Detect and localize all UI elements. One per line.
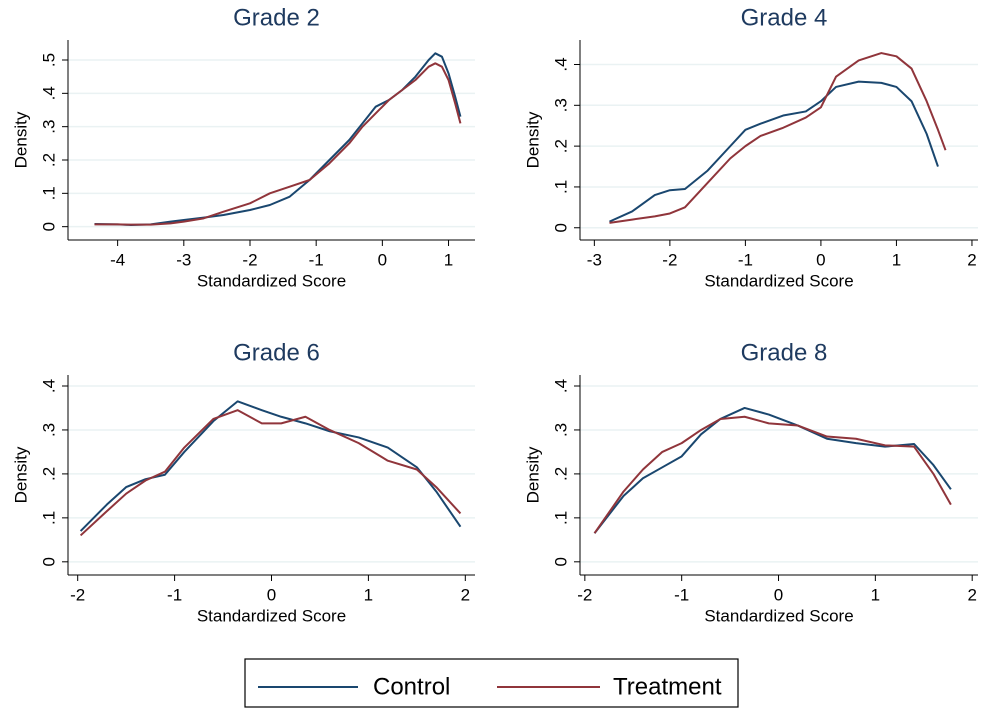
y-axis-label: Density <box>523 446 542 503</box>
x-tick-label: -2 <box>70 585 85 604</box>
x-tick-label: 0 <box>774 585 783 604</box>
x-tick-label: 0 <box>816 250 825 269</box>
x-axis-label: Standardized Score <box>197 606 346 625</box>
y-tick-label: .2 <box>39 153 58 167</box>
y-tick-label: 0 <box>39 557 58 566</box>
x-axis-label: Standardized Score <box>704 606 853 625</box>
title: Grade 4 <box>741 4 828 31</box>
y-tick-label: .3 <box>39 423 58 437</box>
y-tick-label: .1 <box>551 180 570 194</box>
density-line <box>609 52 947 224</box>
y-tick-label: .1 <box>39 511 58 525</box>
legend-box <box>244 658 739 708</box>
x-tick-label: -2 <box>662 250 677 269</box>
density-line <box>79 400 462 532</box>
x-tick-label: -2 <box>577 585 592 604</box>
y-tick-label: .3 <box>551 423 570 437</box>
x-tick-label: 2 <box>967 585 976 604</box>
density-line <box>94 52 462 226</box>
x-tick-label: -1 <box>167 585 182 604</box>
x-axis-label: Standardized Score <box>704 271 853 290</box>
y-axis-label: Density <box>11 111 30 168</box>
x-tick-label: -2 <box>242 250 257 269</box>
legend-label: Treatment <box>613 673 722 700</box>
y-tick-label: .4 <box>39 86 58 100</box>
x-tick-label: 2 <box>967 250 976 269</box>
x-tick-label: -1 <box>309 250 324 269</box>
y-tick-label: .3 <box>551 98 570 112</box>
x-tick-label: 2 <box>461 585 470 604</box>
x-tick-label: 0 <box>267 585 276 604</box>
x-tick-label: 0 <box>378 250 387 269</box>
y-tick-label: .4 <box>39 379 58 393</box>
x-axis-label: Standardized Score <box>197 271 346 290</box>
y-tick-label: 0 <box>39 222 58 231</box>
y-tick-label: .4 <box>551 57 570 71</box>
y-tick-label: 0 <box>551 223 570 232</box>
y-tick-label: .1 <box>551 511 570 525</box>
y-tick-label: 0 <box>551 557 570 566</box>
x-tick-label: 1 <box>364 585 373 604</box>
y-axis-label: Density <box>11 446 30 503</box>
y-tick-label: .4 <box>551 379 570 393</box>
y-tick-label: .5 <box>39 53 58 67</box>
x-tick-label: -3 <box>176 250 191 269</box>
x-tick-label: 1 <box>871 585 880 604</box>
legend-label: Control <box>373 673 450 700</box>
title: Grade 8 <box>741 339 828 366</box>
density-line <box>609 80 939 223</box>
y-tick-label: .1 <box>39 186 58 200</box>
y-axis-label: Density <box>523 111 542 168</box>
title: Grade 2 <box>233 4 320 31</box>
x-tick-label: -1 <box>738 250 753 269</box>
y-tick-label: .3 <box>39 120 58 134</box>
x-tick-label: 1 <box>444 250 453 269</box>
density-line <box>79 409 462 537</box>
x-tick-label: -4 <box>110 250 125 269</box>
x-tick-label: 1 <box>892 250 901 269</box>
y-tick-label: .2 <box>39 467 58 481</box>
density-line <box>593 415 952 534</box>
y-tick-label: .2 <box>551 139 570 153</box>
x-tick-label: -3 <box>587 250 602 269</box>
title: Grade 6 <box>233 339 320 366</box>
x-tick-label: -1 <box>674 585 689 604</box>
y-tick-label: .2 <box>551 467 570 481</box>
density-line <box>94 62 462 226</box>
